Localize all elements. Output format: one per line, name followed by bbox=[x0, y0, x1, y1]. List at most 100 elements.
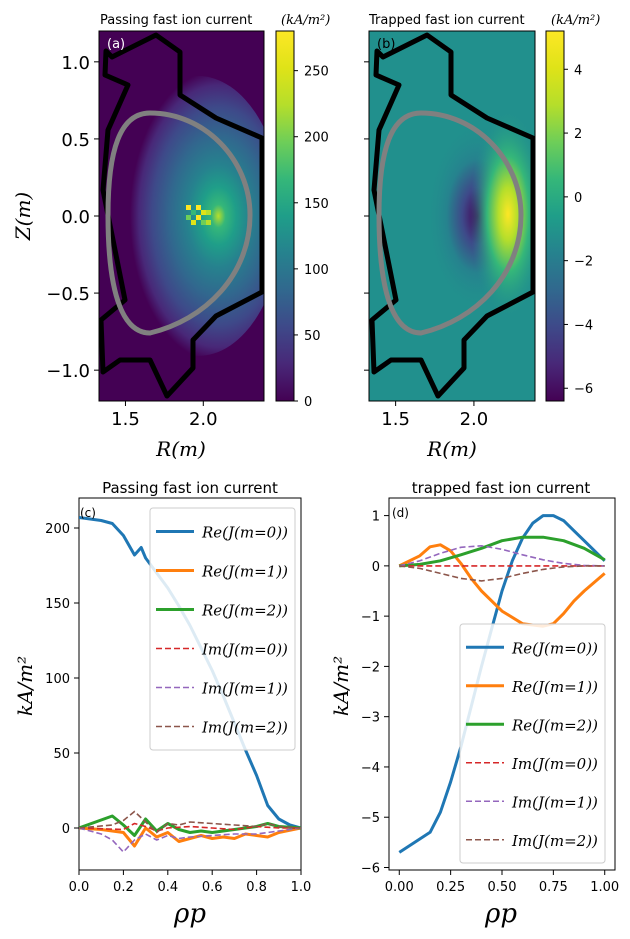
panel-d-series-line-4 bbox=[399, 544, 605, 567]
panel-a-colorbar-tick-label: 250 bbox=[304, 65, 329, 80]
panel-a-xtick-label: 1.5 bbox=[111, 409, 140, 430]
panel-b: Trapped fast ion current (b) 1.5 2.0 R(m)… bbox=[364, 13, 600, 461]
panel-d-xtick-label: 0.25 bbox=[436, 880, 465, 895]
panel-a-wall bbox=[99, 32, 264, 399]
panel-d-ytick-label: −4 bbox=[361, 761, 380, 776]
panel-c-xticks: 0.0 0.2 0.4 0.6 0.8 1.0 bbox=[69, 870, 311, 895]
panel-c-xtick-label: 0.4 bbox=[157, 880, 178, 895]
panel-d-series-line-1 bbox=[398, 543, 606, 628]
panel-b-title: Trapped fast ion current bbox=[368, 13, 525, 28]
panel-d-ytick-label: −6 bbox=[361, 861, 380, 876]
panel-d-series-lines bbox=[398, 514, 606, 854]
panel-d-ytick-label: 1 bbox=[372, 510, 380, 525]
panel-d-title: trapped fast ion current bbox=[412, 479, 591, 497]
panel-a-core-checker bbox=[186, 205, 211, 225]
panel-c-label: (c) bbox=[80, 506, 96, 520]
panel-d-xlabel: ρp bbox=[484, 899, 517, 929]
panel-d-label: (d) bbox=[392, 506, 409, 520]
panel-b-separatrix bbox=[376, 110, 524, 336]
panel-c-title: Passing fast ion current bbox=[102, 479, 278, 497]
panel-c-legend-entry-4: Im(J(m=1)) bbox=[201, 680, 288, 698]
panel-a-ytick-label: −1.0 bbox=[46, 361, 90, 382]
panel-c-ytick-label: 150 bbox=[45, 597, 70, 612]
panel-d-xtick-label: 0.00 bbox=[385, 880, 414, 895]
panel-c-ytick-label: 0 bbox=[62, 822, 70, 837]
panel-d-legend-entry-0: Re(J(m=0)) bbox=[511, 639, 598, 657]
panel-c-xtick-label: 0.8 bbox=[246, 880, 267, 895]
panel-a-title: Passing fast ion current bbox=[100, 13, 252, 28]
panel-c-xtick-label: 0.2 bbox=[113, 880, 134, 895]
panel-b-yticks bbox=[364, 61, 369, 371]
panel-b-xtick-label: 2.0 bbox=[460, 409, 489, 430]
panel-d-series-line-5 bbox=[399, 565, 605, 582]
panel-c-xtick-label: 0.0 bbox=[69, 880, 90, 895]
panel-a-colorbar bbox=[275, 30, 295, 402]
panel-b-xtick-label: 1.5 bbox=[381, 409, 410, 430]
panel-a: Passing fast ion current (a) 1.5 2.0 1.0 0… bbox=[11, 13, 330, 461]
panel-b-colorbar-label: (kA/m²) bbox=[551, 13, 600, 28]
panel-b-positive-lobe bbox=[470, 109, 535, 319]
panel-d: trapped fast ion current (d) 0.00 0.25 0.5… bbox=[329, 479, 619, 929]
panel-d-xtick-label: 0.75 bbox=[539, 880, 568, 895]
panel-d-legend-entry-4: Im(J(m=1)) bbox=[511, 793, 598, 811]
panel-c-legend-entry-0: Re(J(m=0)) bbox=[201, 524, 288, 542]
panel-c-ylabel: kA/m² bbox=[13, 656, 37, 716]
panel-d-legend-entry-1: Re(J(m=1)) bbox=[511, 678, 598, 696]
panel-d-legend: Re(J(m=0)) Re(J(m=1)) Re(J(m=2)) Im(J(m=0))… bbox=[459, 623, 606, 864]
panel-a-xlabel: R(m) bbox=[155, 437, 206, 461]
panel-d-ytick-label: −2 bbox=[361, 660, 380, 675]
panel-d-ytick-label: 0 bbox=[372, 560, 380, 575]
panel-c-yticks: 0 50 100 150 200 bbox=[45, 522, 79, 837]
panel-d-ytick-label: −3 bbox=[361, 711, 380, 726]
panel-d-ytick-label: −5 bbox=[361, 811, 380, 826]
panel-b-colorbar bbox=[545, 30, 565, 402]
panel-d-legend-entry-2: Re(J(m=2)) bbox=[511, 716, 598, 734]
panel-b-colorbar-tick-label: −2 bbox=[574, 255, 593, 270]
panel-b-colorbar-tick-label: 0 bbox=[574, 191, 582, 206]
panel-a-colorbar-tick-label: 200 bbox=[304, 131, 329, 146]
panel-d-legend-entry-3: Im(J(m=0)) bbox=[511, 755, 598, 773]
panel-a-xticks: 1.5 2.0 bbox=[111, 401, 218, 430]
panel-b-xlabel: R(m) bbox=[426, 437, 477, 461]
panel-b-wall bbox=[369, 32, 535, 399]
panel-b-colorbar-tick-label: −6 bbox=[574, 382, 593, 397]
panel-c-legend: Re(J(m=0)) Re(J(m=1)) Re(J(m=2)) Im(J(m=0))… bbox=[149, 507, 296, 751]
panel-a-colorbar-tick-label: 100 bbox=[304, 263, 329, 278]
panel-d-legend-box bbox=[459, 623, 606, 864]
panel-d-yticks: 1 0 −1 −2 −3 −4 −5 −6 bbox=[361, 510, 389, 876]
panel-d-ytick-label: −1 bbox=[361, 610, 380, 625]
panel-c: Passing fast ion current (c) 0.0 0.2 0.4 0.… bbox=[13, 479, 311, 929]
panel-a-yticks: 1.0 0.5 0.0 −0.5 −1.0 bbox=[46, 53, 99, 382]
panel-d-legend-entry-5: Im(J(m=2)) bbox=[511, 832, 598, 850]
panel-a-colorbar-label: (kA/m²) bbox=[281, 13, 330, 28]
panel-c-series-line-5 bbox=[79, 810, 301, 834]
panel-d-xtick-label: 1.00 bbox=[590, 880, 619, 895]
panel-a-colorbar-tick-label: 50 bbox=[304, 329, 321, 344]
panel-b-colorbar-tick-label: −4 bbox=[574, 318, 593, 333]
panel-c-legend-entry-1: Re(J(m=1)) bbox=[201, 563, 288, 581]
panel-c-legend-entry-5: Im(J(m=2)) bbox=[201, 719, 288, 737]
panel-b-colorbar-tick-label: 4 bbox=[574, 63, 582, 78]
panel-a-ytick-label: −0.5 bbox=[46, 284, 90, 305]
panel-c-series-line-1 bbox=[79, 826, 301, 848]
panel-a-xtick-label: 2.0 bbox=[189, 409, 218, 430]
panel-b-xticks: 1.5 2.0 bbox=[381, 401, 488, 430]
panel-c-ytick-label: 100 bbox=[45, 672, 70, 687]
panel-a-ylabel: Z(m) bbox=[11, 192, 35, 241]
panel-b-colorbar-tick-label: 2 bbox=[574, 127, 582, 142]
panel-b-colorbar-ticks: 4 2 0 −2 −4 −6 bbox=[564, 63, 593, 397]
panel-a-ytick-label: 1.0 bbox=[61, 53, 90, 74]
panel-c-xtick-label: 0.6 bbox=[202, 880, 223, 895]
panel-c-ytick-label: 200 bbox=[45, 522, 70, 537]
panel-c-legend-box bbox=[149, 507, 296, 751]
panel-d-series-line-2 bbox=[399, 535, 606, 568]
panel-a-colorbar-tick-label: 0 bbox=[304, 395, 312, 410]
panel-d-series-line-0 bbox=[398, 514, 606, 854]
panel-d-xtick-label: 0.50 bbox=[488, 880, 517, 895]
panel-c-legend-entry-2: Re(J(m=2)) bbox=[201, 602, 288, 620]
panel-d-xticks: 0.00 0.25 0.50 0.75 1.00 bbox=[385, 870, 619, 895]
panel-c-legend-entry-3: Im(J(m=0)) bbox=[201, 641, 288, 659]
panel-a-label: (a) bbox=[107, 37, 125, 52]
panel-a-ytick-label: 0.0 bbox=[61, 207, 90, 228]
